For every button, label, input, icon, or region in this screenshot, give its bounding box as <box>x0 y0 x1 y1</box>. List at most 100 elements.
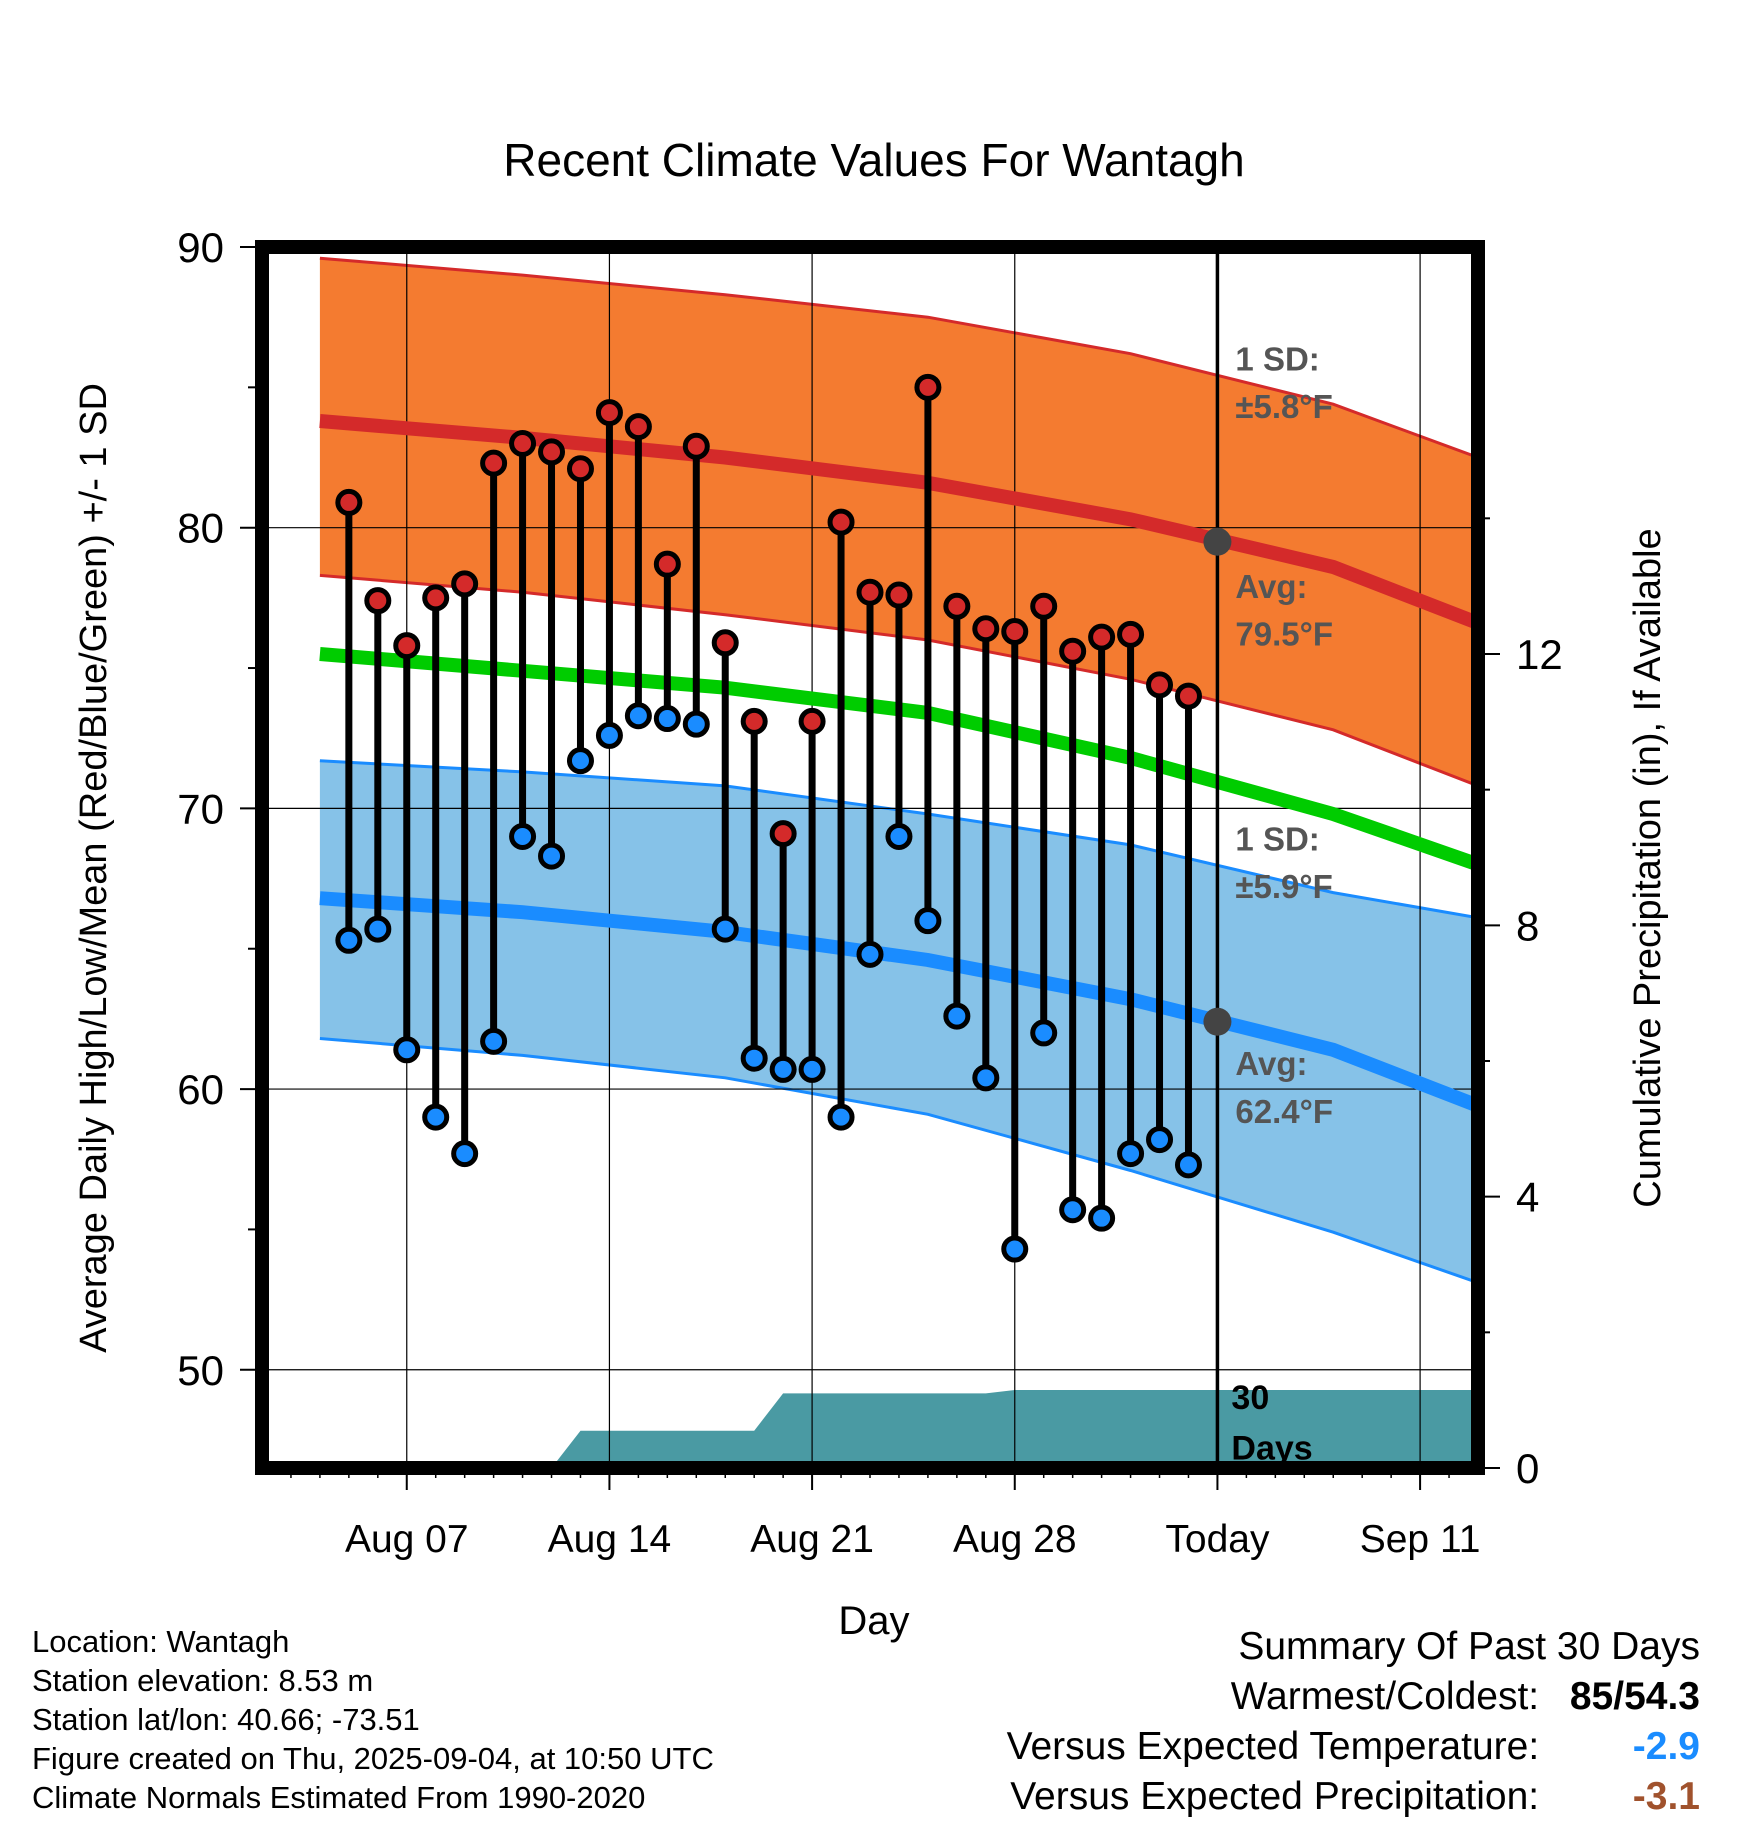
y-tick-label: 60 <box>177 1066 224 1113</box>
elevation-text: Station elevation: 8.53 m <box>32 1663 374 1698</box>
station-info: Location: Wantagh Station elevation: 8.5… <box>32 1622 714 1817</box>
high-avg-value: 79.5°F <box>1235 616 1333 653</box>
slash-text: / <box>1613 1675 1625 1718</box>
summary-warm-cold: Warmest/Coldest: 85/54.3 <box>1007 1672 1700 1722</box>
low-avg-value: 62.4°F <box>1235 1093 1333 1130</box>
daily-low-point <box>856 940 884 968</box>
precip-label: Versus Expected Precipitation: <box>1010 1775 1540 1818</box>
daily-high-point <box>538 438 566 466</box>
high-sd-value: ±5.8°F <box>1235 388 1332 425</box>
x-tick-label: Aug 21 <box>750 1518 874 1561</box>
daily-high-point <box>422 584 450 612</box>
daily-high-point <box>509 429 537 457</box>
y-tick-label: 50 <box>177 1347 224 1394</box>
y-axis-label: Average Daily High/Low/Mean (Red/Blue/Gr… <box>73 383 115 1353</box>
warmest-value: 85 <box>1569 1675 1614 1718</box>
x-tick-label: Aug 14 <box>548 1518 672 1561</box>
today-low-avg-marker <box>1203 1007 1232 1036</box>
low-avg-label: Avg: <box>1235 1045 1307 1082</box>
daily-high-point <box>451 570 479 598</box>
daily-high-point <box>1146 671 1174 699</box>
daily-high-point <box>393 632 421 660</box>
daily-high-point <box>1030 592 1058 620</box>
high-sd-upper-line <box>319 256 1478 459</box>
high-avg-label: Avg: <box>1235 568 1307 605</box>
daily-high-point <box>364 587 392 615</box>
low-sd-label: 1 SD: <box>1235 820 1319 857</box>
daily-high-point <box>885 581 913 609</box>
y2-tick-label: 8 <box>1516 902 1539 949</box>
summary-temp: Versus Expected Temperature: -2.9 <box>1007 1722 1700 1772</box>
daily-high-point <box>480 449 508 477</box>
daily-high-point <box>1001 618 1029 646</box>
y2-tick-label: 12 <box>1516 631 1563 678</box>
daily-low-point <box>451 1140 479 1168</box>
daily-low-point <box>798 1055 826 1083</box>
plot-area: 1 SD: ±5.8°F Avg: 79.5°F 1 SD: ±5.9°F Avg: 62.4… <box>177 224 1562 1561</box>
daily-low-point <box>885 822 913 850</box>
daily-low-point <box>364 915 392 943</box>
normals-text: Climate Normals Estimated From 1990-2020 <box>32 1780 646 1815</box>
y-tick-label: 80 <box>177 505 224 552</box>
x-tick-label: Aug 28 <box>953 1518 1077 1561</box>
daily-high-point <box>595 399 623 427</box>
daily-high-point <box>624 413 652 441</box>
daily-low-point <box>914 907 942 935</box>
warm-cold-value: 85/54.3 <box>1550 1672 1700 1722</box>
daily-high-point <box>682 432 710 460</box>
summary-precip: Versus Expected Precipitation: -3.1 <box>1007 1772 1700 1822</box>
daily-high-point <box>798 707 826 735</box>
daily-low-point <box>480 1027 508 1055</box>
daily-high-point <box>856 578 884 606</box>
daily-low-point <box>624 702 652 730</box>
y2-axis-label: Cumulative Precipitation (in), If Availa… <box>1627 528 1669 1207</box>
daily-low-point <box>1001 1235 1029 1263</box>
daily-low-point <box>1030 1019 1058 1047</box>
daily-low-point <box>827 1103 855 1131</box>
daily-low-point <box>595 721 623 749</box>
created-text: Figure created on Thu, 2025-09-04, at 10… <box>32 1741 714 1776</box>
daily-low-point <box>1059 1196 1087 1224</box>
daily-high-point <box>943 592 971 620</box>
low-sd-value: ±5.9°F <box>1235 868 1332 905</box>
x-tick-label: Sep 11 <box>1360 1518 1481 1561</box>
daily-low-point <box>1174 1151 1202 1179</box>
daily-high-point <box>769 820 797 848</box>
daily-high-point <box>1088 623 1116 651</box>
daily-low-point <box>509 822 537 850</box>
temp-label: Versus Expected Temperature: <box>1006 1725 1540 1768</box>
daily-high-point <box>1174 682 1202 710</box>
precip-value: -3.1 <box>1632 1775 1700 1818</box>
y-tick-label: 70 <box>177 785 224 832</box>
daily-low-point <box>422 1103 450 1131</box>
daily-high-point <box>1117 620 1145 648</box>
daily-low-point <box>682 710 710 738</box>
daily-low-point <box>740 1044 768 1072</box>
normal-low-line <box>319 891 1478 1113</box>
daily-low-point <box>335 926 363 954</box>
y2-tick-label: 4 <box>1516 1174 1539 1221</box>
days-label-number: 30 <box>1231 1379 1269 1417</box>
latlon-text: Station lat/lon: 40.66; -73.51 <box>32 1702 420 1737</box>
daily-high-point <box>653 550 681 578</box>
summary-panel: Summary Of Past 30 Days Warmest/Coldest:… <box>1007 1622 1700 1822</box>
daily-high-point <box>1059 637 1087 665</box>
plot-content <box>262 247 1478 1468</box>
coldest-value: 54.3 <box>1624 1675 1700 1718</box>
daily-high-point <box>972 615 1000 643</box>
daily-low-point <box>1117 1140 1145 1168</box>
daily-high-point <box>740 707 768 735</box>
daily-low-point <box>653 705 681 733</box>
y-tick-label: 90 <box>177 224 224 271</box>
daily-high-point <box>711 629 739 657</box>
daily-high-point <box>827 508 855 536</box>
daily-low-point <box>972 1064 1000 1092</box>
x-tick-label: Today <box>1165 1518 1270 1561</box>
x-axis-label: Day <box>838 1599 909 1643</box>
x-tick-label: Aug 07 <box>345 1518 469 1561</box>
daily-low-point <box>1088 1204 1116 1232</box>
temp-value: -2.9 <box>1632 1725 1700 1768</box>
daily-high-point <box>335 488 363 516</box>
high-sd-label: 1 SD: <box>1235 341 1319 378</box>
